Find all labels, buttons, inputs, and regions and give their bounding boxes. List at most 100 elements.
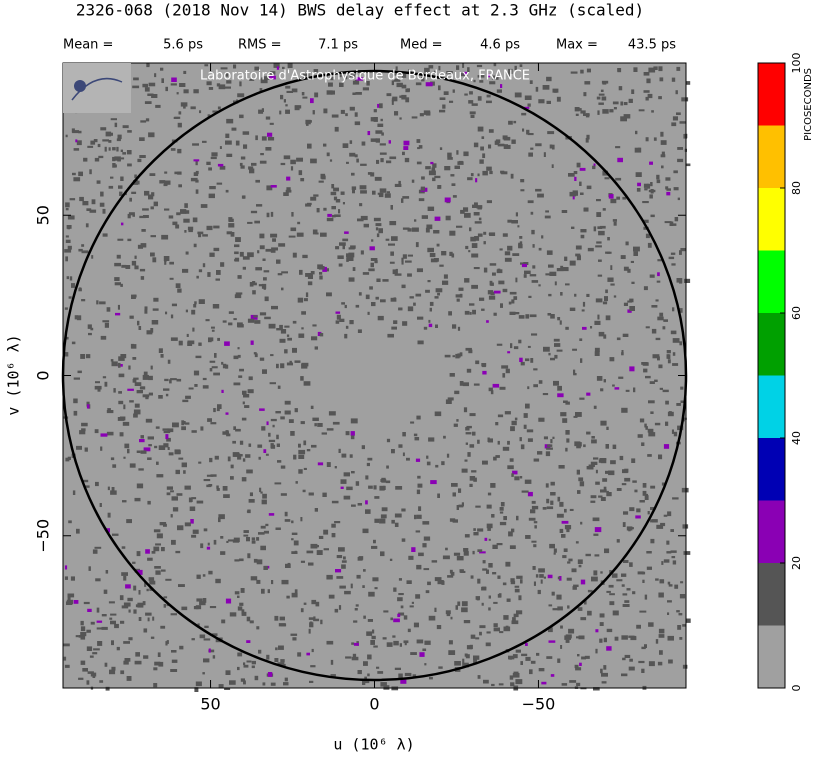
speckle bbox=[595, 629, 599, 633]
speckle bbox=[271, 305, 278, 310]
speckle bbox=[600, 668, 603, 674]
speckle bbox=[375, 130, 383, 134]
speckle bbox=[679, 250, 682, 255]
speckle bbox=[208, 193, 215, 199]
speckle bbox=[685, 81, 691, 85]
speckle bbox=[309, 680, 314, 683]
speckle bbox=[386, 642, 393, 647]
speckle bbox=[645, 96, 649, 101]
speckle bbox=[672, 352, 676, 356]
speckle bbox=[218, 684, 224, 688]
speckle bbox=[259, 88, 263, 93]
speckle bbox=[415, 530, 421, 533]
speckle bbox=[427, 581, 431, 586]
speckle bbox=[338, 74, 342, 78]
speckle bbox=[311, 599, 317, 605]
speckle bbox=[389, 221, 397, 226]
speckle bbox=[500, 303, 503, 308]
speckle bbox=[270, 354, 274, 357]
speckle bbox=[599, 613, 605, 618]
colorbar-segment bbox=[758, 63, 785, 126]
speckle bbox=[411, 227, 419, 232]
speckle bbox=[99, 680, 104, 683]
speckle bbox=[331, 206, 336, 210]
speckle bbox=[257, 444, 263, 448]
speckle bbox=[264, 316, 271, 320]
speckle bbox=[663, 444, 670, 449]
speckle bbox=[449, 569, 453, 574]
speckle bbox=[441, 461, 445, 466]
speckle bbox=[116, 138, 121, 142]
speckle bbox=[374, 176, 382, 181]
speckle bbox=[490, 282, 494, 286]
speckle bbox=[281, 287, 284, 291]
speckle bbox=[90, 327, 94, 331]
speckle bbox=[243, 664, 249, 668]
speckle bbox=[101, 626, 108, 630]
speckle bbox=[600, 489, 607, 493]
speckle bbox=[510, 426, 515, 432]
speckle bbox=[443, 435, 446, 439]
speckle bbox=[597, 314, 600, 320]
speckle bbox=[96, 300, 99, 305]
speckle bbox=[234, 251, 239, 255]
speckle bbox=[203, 479, 211, 482]
speckle bbox=[513, 346, 519, 350]
speckle bbox=[239, 114, 244, 119]
speckle bbox=[451, 183, 456, 186]
speckle bbox=[546, 498, 550, 504]
speckle bbox=[237, 347, 240, 350]
speckle bbox=[553, 380, 559, 386]
speckle bbox=[270, 418, 277, 422]
speckle bbox=[413, 302, 416, 306]
speckle bbox=[288, 419, 294, 423]
speckle bbox=[648, 622, 654, 627]
speckle bbox=[111, 666, 116, 671]
speckle bbox=[116, 146, 119, 152]
speckle bbox=[546, 506, 554, 510]
speckle bbox=[435, 324, 438, 328]
speckle bbox=[418, 552, 424, 557]
speckle bbox=[449, 230, 456, 236]
speckle bbox=[643, 183, 649, 188]
speckle bbox=[602, 301, 608, 305]
speckle bbox=[565, 283, 570, 286]
speckle bbox=[251, 665, 255, 669]
speckle bbox=[621, 350, 624, 354]
speckle bbox=[172, 221, 178, 226]
speckle bbox=[256, 626, 260, 630]
speckle bbox=[340, 109, 345, 114]
speckle bbox=[129, 315, 134, 319]
speckle bbox=[605, 470, 611, 474]
speckle bbox=[658, 628, 665, 634]
speckle bbox=[185, 210, 190, 214]
colorbar-tick-label: 60 bbox=[790, 306, 803, 320]
speckle bbox=[510, 343, 513, 349]
speckle bbox=[667, 612, 670, 615]
speckle bbox=[608, 470, 615, 476]
speckle bbox=[118, 356, 125, 361]
speckle bbox=[132, 561, 136, 564]
speckle bbox=[454, 661, 461, 666]
speckle bbox=[108, 185, 114, 189]
speckle bbox=[602, 478, 608, 482]
speckle bbox=[286, 176, 291, 181]
speckle bbox=[497, 440, 500, 445]
speckle bbox=[507, 144, 511, 149]
speckle bbox=[145, 612, 152, 616]
speckle bbox=[145, 418, 153, 423]
speckle bbox=[655, 639, 659, 644]
speckle bbox=[63, 352, 69, 357]
speckle bbox=[369, 286, 373, 290]
speckle bbox=[586, 392, 591, 396]
speckle bbox=[366, 631, 373, 636]
speckle bbox=[655, 578, 659, 581]
speckle bbox=[656, 179, 661, 184]
speckle bbox=[458, 488, 462, 493]
speckle bbox=[194, 687, 199, 692]
speckle bbox=[179, 83, 186, 87]
speckle bbox=[632, 591, 636, 595]
speckle bbox=[391, 236, 398, 241]
speckle bbox=[319, 272, 323, 275]
speckle bbox=[650, 182, 653, 187]
